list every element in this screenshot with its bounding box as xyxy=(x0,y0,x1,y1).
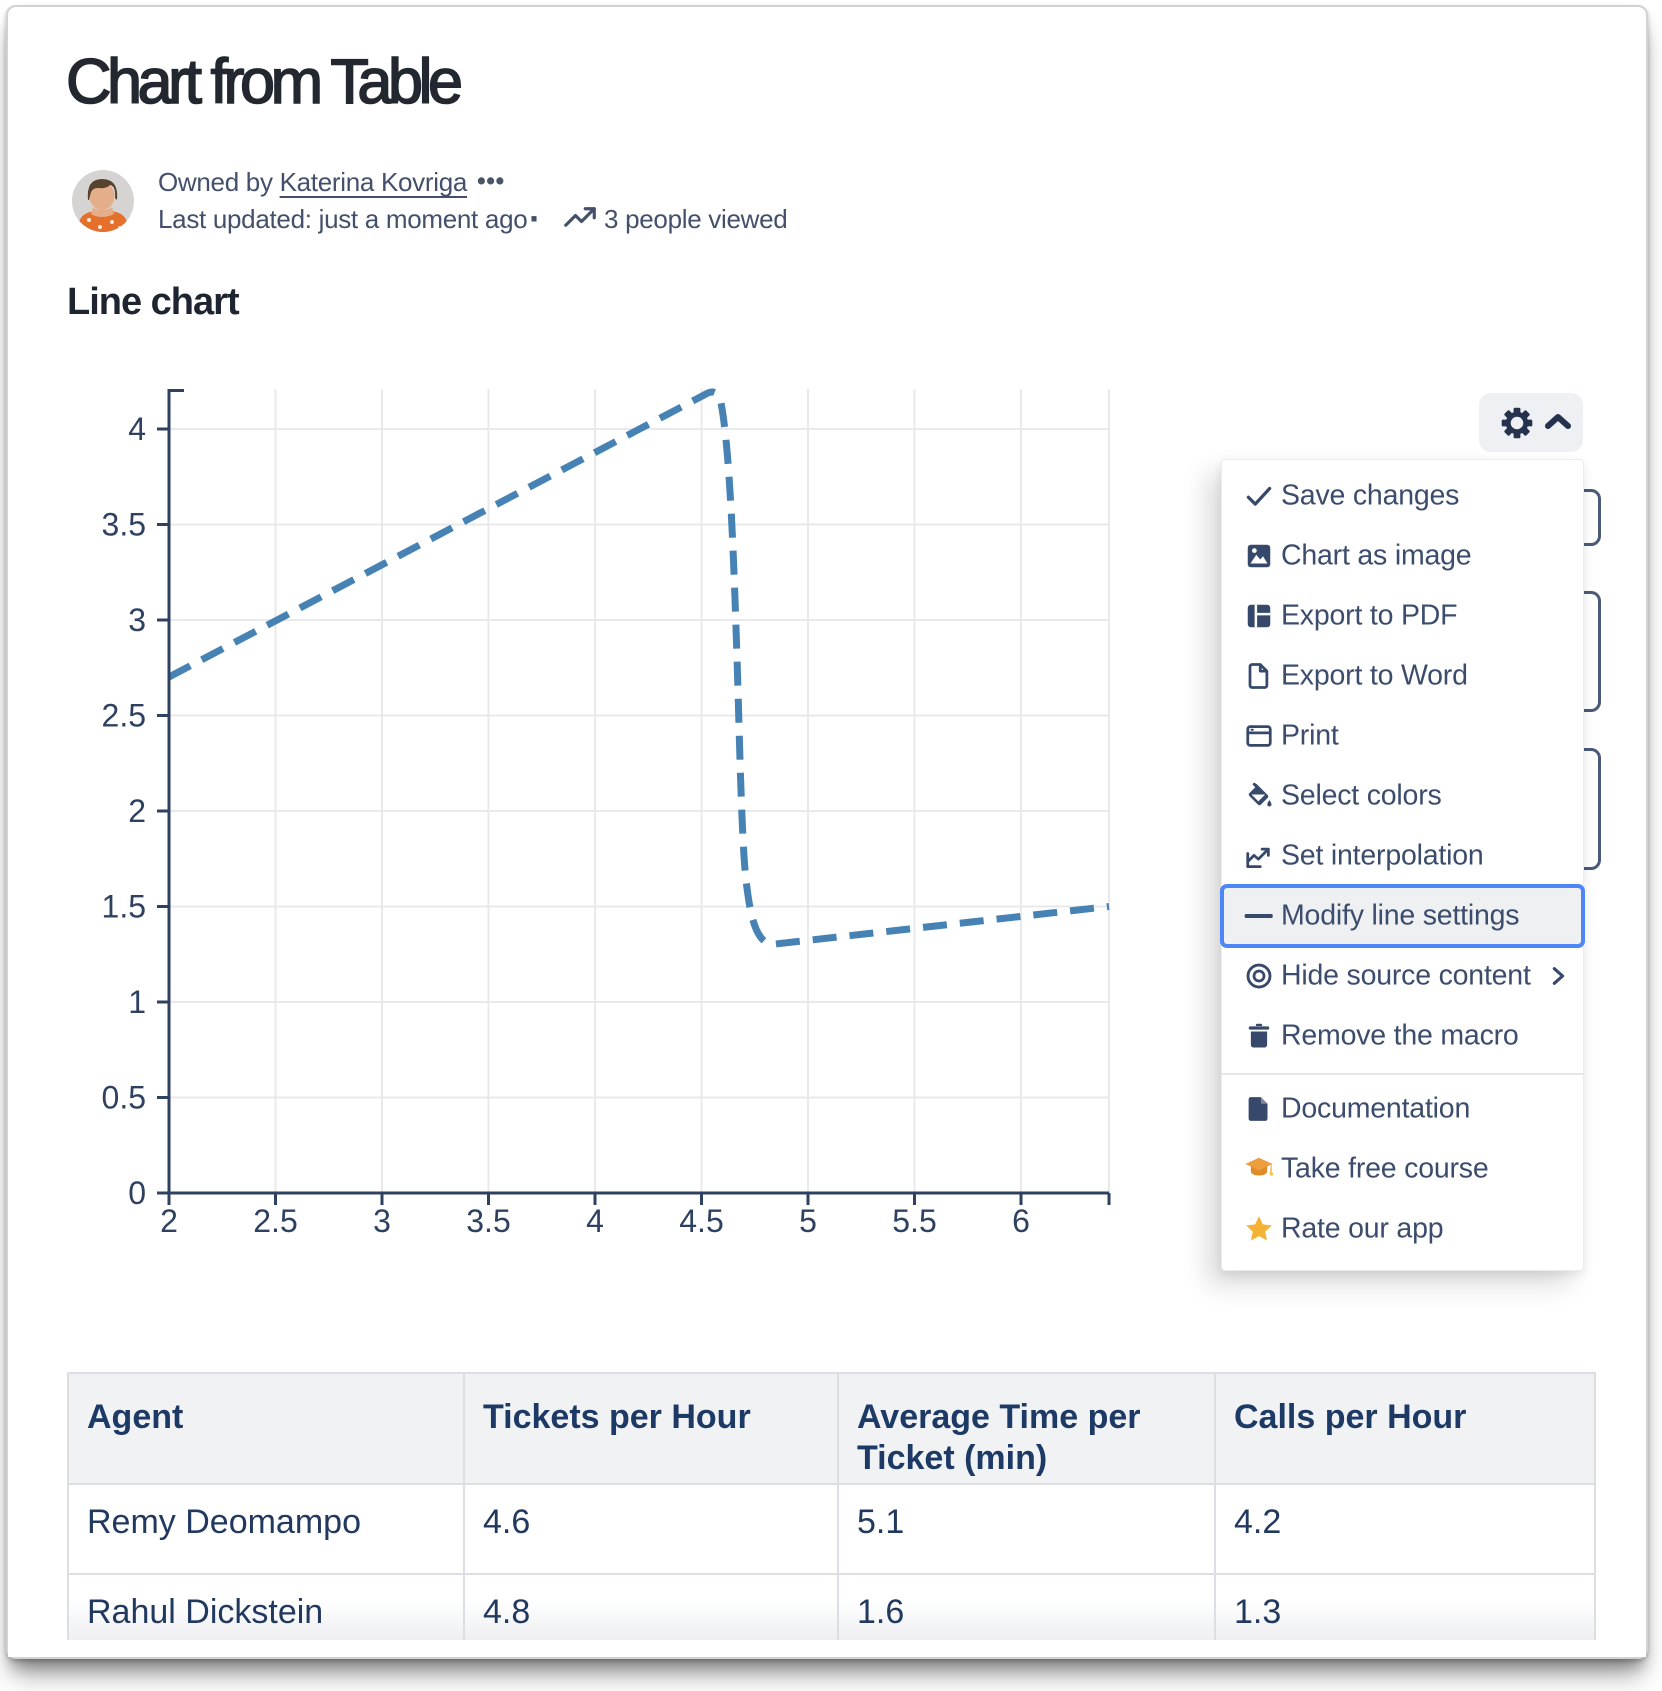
svg-text:2.5: 2.5 xyxy=(102,698,146,734)
svg-text:0: 0 xyxy=(128,1175,146,1211)
svg-text:5.5: 5.5 xyxy=(892,1203,936,1239)
svg-text:1.5: 1.5 xyxy=(102,889,146,925)
svg-text:3: 3 xyxy=(128,602,146,638)
svg-text:5: 5 xyxy=(799,1203,817,1239)
svg-text:6: 6 xyxy=(1012,1203,1030,1239)
svg-text:3.5: 3.5 xyxy=(466,1203,510,1239)
svg-text:4: 4 xyxy=(128,411,146,447)
svg-text:4.5: 4.5 xyxy=(679,1203,723,1239)
svg-text:0.5: 0.5 xyxy=(102,1080,146,1116)
svg-text:4: 4 xyxy=(586,1203,604,1239)
svg-text:2: 2 xyxy=(160,1203,178,1239)
svg-text:3: 3 xyxy=(373,1203,391,1239)
svg-text:2: 2 xyxy=(128,793,146,829)
svg-text:2.5: 2.5 xyxy=(253,1203,297,1239)
svg-text:3.5: 3.5 xyxy=(102,507,146,543)
svg-text:1: 1 xyxy=(128,984,146,1020)
